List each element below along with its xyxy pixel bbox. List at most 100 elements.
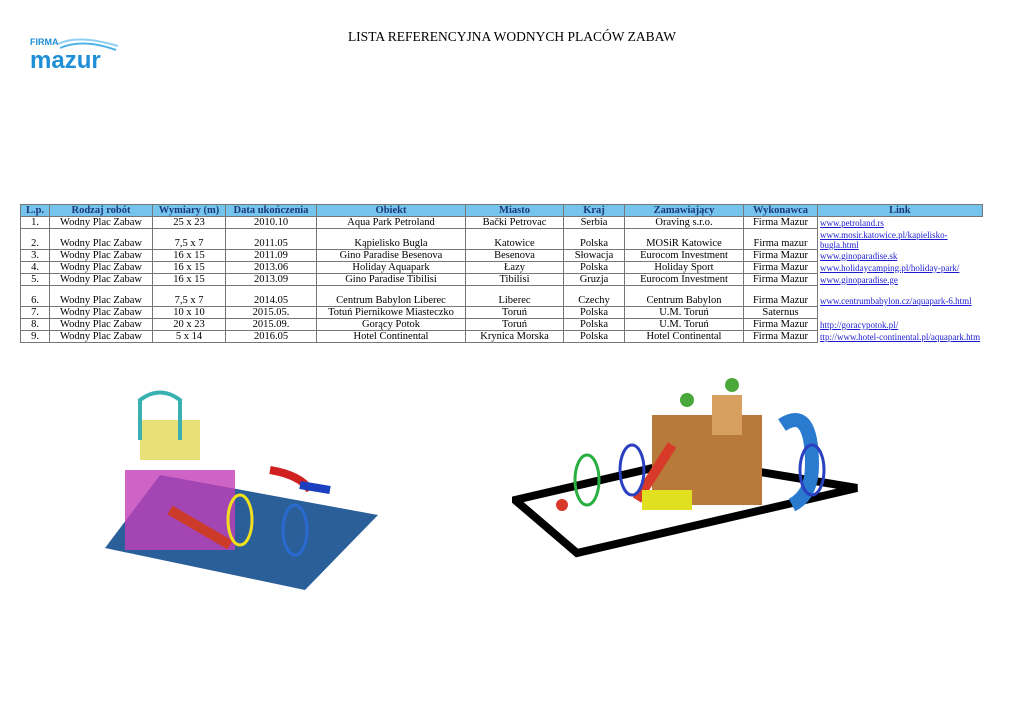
link-cell[interactable]: www.petroland.rs [817, 216, 983, 229]
column-header: Link [817, 204, 983, 217]
table-cell: Centrum Babylon Liberec [316, 285, 466, 307]
table-cell: Wodny Plac Zabaw [49, 228, 153, 250]
table-cell: Tibilisi [465, 273, 564, 286]
table-cell: 5. [20, 273, 50, 286]
table-cell: Gino Paradise Besenova [316, 249, 466, 262]
table-cell: Besenova [465, 249, 564, 262]
table-cell: Gruzja [563, 273, 625, 286]
table-cell: Toruń [465, 318, 564, 331]
table-cell: Hotel Continental [316, 330, 466, 343]
table-cell: Toruń [465, 306, 564, 319]
table-cell: Holiday Aquapark [316, 261, 466, 274]
table-cell: 3. [20, 249, 50, 262]
table-cell: Firma Mazur [743, 318, 818, 331]
table-cell: Wodny Plac Zabaw [49, 261, 153, 274]
table-cell: Serbia [563, 216, 625, 229]
table-row: 6. Wodny Plac Zabaw 7,5 x 7 2014.05 Centrum … [20, 285, 983, 307]
link-cell[interactable]: http://goracypotok.pl/ [817, 318, 983, 331]
table-cell: Firma Mazur [743, 249, 818, 262]
table-cell: 1. [20, 216, 50, 229]
table-cell: 9. [20, 330, 50, 343]
table-row: 9. Wodny Plac Zabaw 5 x 14 2016.05 Hotel Con… [20, 330, 983, 343]
table-cell: 2015.05. [225, 306, 317, 319]
table-cell: Liberec [465, 285, 564, 307]
page-title: LISTA REFERENCYJNA WODNYCH PLACÓW ZABAW [347, 29, 677, 44]
table-cell: Firma Mazur [743, 261, 818, 274]
table-cell: Firma mazur [743, 228, 818, 250]
table-row: 3. Wodny Plac Zabaw 16 x 15 2011.09 Gino Par… [20, 249, 983, 262]
table-cell: Wodny Plac Zabaw [49, 285, 153, 307]
column-header: L.p. [20, 204, 50, 217]
table-cell: 7,5 x 7 [152, 285, 226, 307]
table-cell: Polska [563, 330, 625, 343]
table-cell: 2010.10 [225, 216, 317, 229]
table-cell: 4. [20, 261, 50, 274]
table-cell: Firma Mazur [743, 216, 818, 229]
table-row: 1. Wodny Plac Zabaw 25 x 23 2010.10 Aqua Par… [20, 216, 983, 229]
table-cell: Bački Petrovac [465, 216, 564, 229]
table-cell: Wodny Plac Zabaw [49, 318, 153, 331]
link-cell[interactable]: www.ginoparadise.ge [817, 273, 983, 286]
table-cell: Saternus [743, 306, 818, 319]
table-cell: 16 x 15 [152, 261, 226, 274]
table-row: 4. Wodny Plac Zabaw 16 x 15 2013.06 Holiday … [20, 261, 983, 274]
table-cell: 16 x 15 [152, 249, 226, 262]
table-row: 7. Wodny Plac Zabaw 10 x 10 2015.05. Totuń P… [20, 306, 983, 319]
table-cell: Wodny Plac Zabaw [49, 249, 153, 262]
table-cell: Eurocom Investment [624, 273, 744, 286]
column-header: Zamawiający [624, 204, 744, 217]
link-cell[interactable]: www.holidaycamping.pl/holiday-park/ [817, 261, 983, 274]
water-playground-illustration-2 [512, 378, 858, 558]
column-header: Wymiary (m) [152, 204, 226, 217]
table-cell: Polska [563, 306, 625, 319]
table-cell: MOSiR Katowice [624, 228, 744, 250]
column-header: Rodzaj robót [49, 204, 153, 217]
table-cell: Polska [563, 261, 625, 274]
table-cell: Krynica Morska [465, 330, 564, 343]
table-cell: 2015.09. [225, 318, 317, 331]
table-cell: Firma Mazur [743, 330, 818, 343]
table-cell: Eurocom Investment [624, 249, 744, 262]
link-cell[interactable]: www.mosir.katowice.pl/kapielisko-bugla.h… [817, 228, 983, 250]
table-cell: 8. [20, 318, 50, 331]
table-cell: 2. [20, 228, 50, 250]
link-cell[interactable]: www.centrumbabylon.cz/aquapark-6.html [817, 285, 983, 307]
table-cell: Wodny Plac Zabaw [49, 306, 153, 319]
table-cell: 20 x 23 [152, 318, 226, 331]
table-cell: 2014.05 [225, 285, 317, 307]
table-cell: Polska [563, 318, 625, 331]
column-header: Data ukończenia [225, 204, 317, 217]
table-cell: Gino Paradise Tibilisi [316, 273, 466, 286]
table-cell: U.M. Toruń [624, 306, 744, 319]
table-cell: 7,5 x 7 [152, 228, 226, 250]
table-cell: Firma Mazur [743, 285, 818, 307]
table-cell: 2011.09 [225, 249, 317, 262]
link-cell[interactable]: www.ginoparadise.sk [817, 249, 983, 262]
table-cell: 6. [20, 285, 50, 307]
table-cell: Wodny Plac Zabaw [49, 216, 153, 229]
logo-big-text: mazur [30, 47, 101, 72]
table-cell: Łazy [465, 261, 564, 274]
logo-small-text: FIRMA [30, 37, 59, 47]
table-cell: U.M. Toruń [624, 318, 744, 331]
table-cell: Słowacja [563, 249, 625, 262]
table-cell: 16 x 15 [152, 273, 226, 286]
table-cell: Gorący Potok [316, 318, 466, 331]
link-cell [817, 306, 983, 319]
table-cell: Czechy [563, 285, 625, 307]
table-cell: Oraving s.r.o. [624, 216, 744, 229]
table-cell: Hotel Continental [624, 330, 744, 343]
table-cell: Aqua Park Petroland [316, 216, 466, 229]
table-row: 2. Wodny Plac Zabaw 7,5 x 7 2011.05 Kąpielis… [20, 228, 983, 250]
table-cell: Centrum Babylon [624, 285, 744, 307]
column-header: Obiekt [316, 204, 466, 217]
table-cell: Katowice [465, 228, 564, 250]
link-cell[interactable]: ttp://www.hotel-continental.pl/aquapark.… [817, 330, 983, 343]
table-cell: Kąpielisko Bugla [316, 228, 466, 250]
table-cell: 2011.05 [225, 228, 317, 250]
column-header: Kraj [563, 204, 625, 217]
table-cell: 10 x 10 [152, 306, 226, 319]
table-cell: Holiday Sport [624, 261, 744, 274]
table-cell: Totuń Piernikowe Miasteczko [316, 306, 466, 319]
